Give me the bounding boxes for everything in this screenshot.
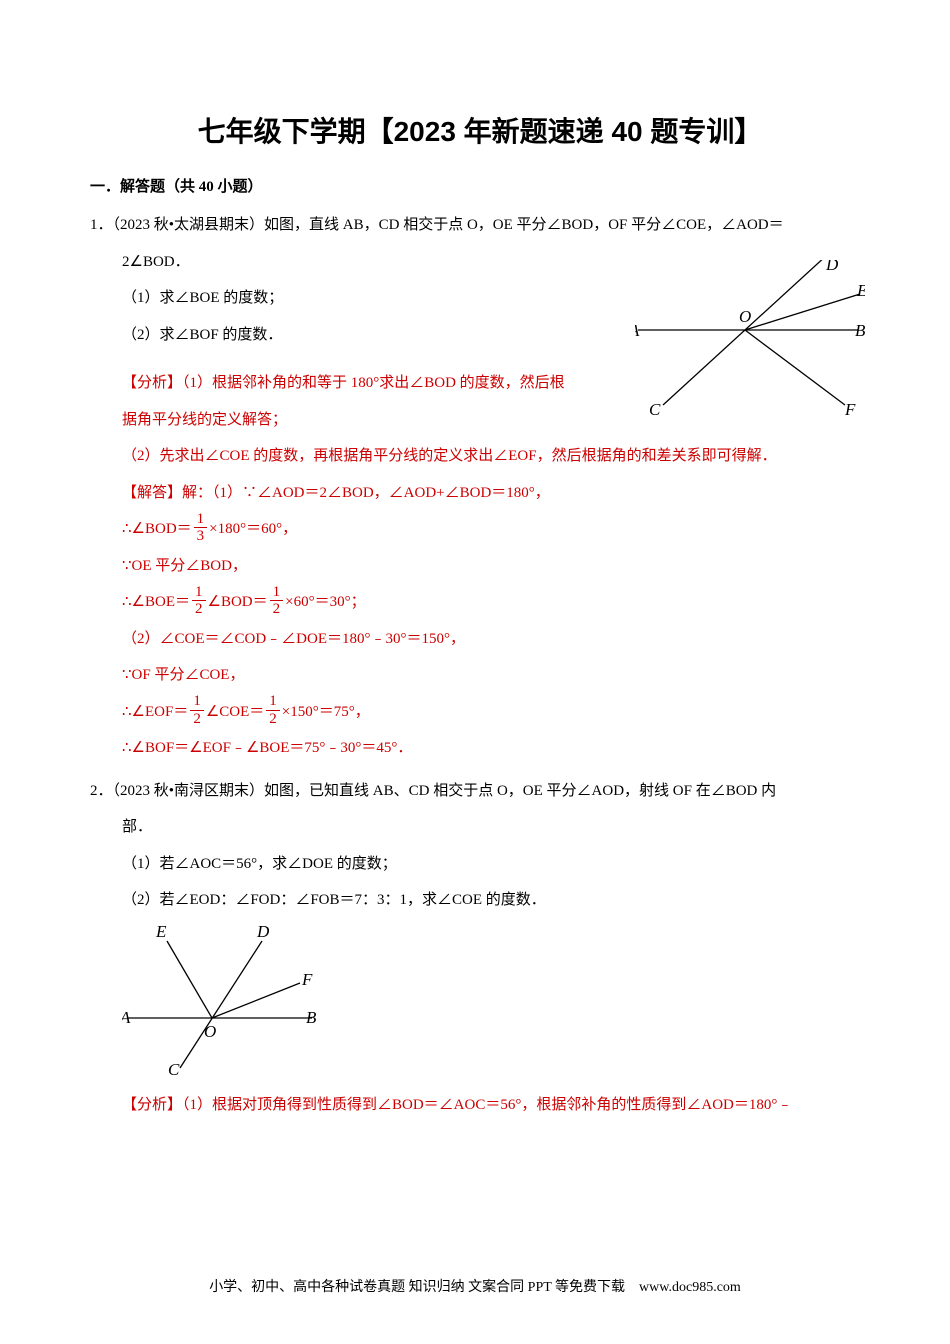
s3-mid: ∠BOD＝ <box>208 594 268 610</box>
analysis-text: （1）根据对顶角得到性质得到∠BOD＝∠AOC＝56°，根据邻补角的性质得到∠A… <box>182 1097 792 1113</box>
s4: （2）∠COE＝∠COD﹣∠DOE＝180°﹣30°＝150°， <box>90 622 870 657</box>
page-title: 七年级下学期【2023 年新题速递 40 题专训】 <box>90 110 870 150</box>
svg-text:C: C <box>649 400 661 419</box>
svg-text:E: E <box>856 281 865 300</box>
svg-text:O: O <box>204 1022 216 1041</box>
s2: ∵OE 平分∠BOD， <box>90 549 870 584</box>
diagram-2: A B C D E F O <box>122 923 322 1078</box>
problem-q1: （1）若∠AOC＝56°，求∠DOE 的度数； <box>90 847 870 882</box>
svg-text:O: O <box>739 307 751 326</box>
svg-text:A: A <box>635 321 640 340</box>
s6: ∴∠EOF＝ <box>122 704 188 720</box>
problem-number: 1． <box>90 217 113 233</box>
s5: ∵OF 平分∠COE， <box>90 658 870 693</box>
svg-text:C: C <box>168 1060 180 1078</box>
fraction: 12 <box>270 584 284 618</box>
analysis-label: 【分析】 <box>122 375 182 391</box>
svg-text:F: F <box>844 400 856 419</box>
problem-source: （2023 秋•太湖县期末） <box>113 217 265 233</box>
s3-tail: ×60°＝30°； <box>285 594 365 610</box>
svg-text:F: F <box>301 970 313 989</box>
s7: ∴∠BOF＝∠EOF﹣∠BOE＝75°﹣30°＝45°． <box>90 731 870 766</box>
problem-2: 2．（2023 秋•南浔区期末）如图，已知直线 AB、CD 相交于点 O，OE … <box>90 774 870 1123</box>
problem-q2: （2）若∠EOD：∠FOD：∠FOB＝7：3：1，求∠COE 的度数． <box>90 883 870 918</box>
analysis-2: （2）先求出∠COE 的度数，再根据角平分线的定义求出∠EOF，然后根据角的和差… <box>90 439 870 474</box>
solve-label: 【解答】 <box>122 485 182 501</box>
s3: ∴∠BOE＝ <box>122 594 190 610</box>
s1-tail: ×180°＝60°， <box>209 521 297 537</box>
svg-text:E: E <box>155 923 167 941</box>
svg-text:B: B <box>306 1008 317 1027</box>
problem-stem: 如图，已知直线 AB、CD 相交于点 O，OE 平分∠AOD，射线 OF 在∠B… <box>264 783 776 799</box>
problem-stem-2: 部． <box>90 810 870 845</box>
problem-number: 2． <box>90 783 113 799</box>
s1: ∴∠BOD＝ <box>122 521 192 537</box>
s6-mid: ∠COE＝ <box>206 704 264 720</box>
analysis-text: （1）根据邻补角的和等于 180°求出∠BOD 的度数，然后根 <box>182 375 565 391</box>
fraction: 12 <box>266 693 280 727</box>
problem-source: （2023 秋•南浔区期末） <box>113 783 265 799</box>
svg-text:A: A <box>122 1008 131 1027</box>
fraction: 12 <box>192 584 206 618</box>
section-header: 一．解答题（共 40 小题） <box>90 175 870 196</box>
page-footer: 小学、初中、高中各种试卷真题 知识归纳 文案合同 PPT 等免费下载 www.d… <box>0 1276 950 1296</box>
diagram-1: A B C D E F O <box>635 260 865 425</box>
solve-prefix: 解：（1）∵∠AOD＝2∠BOD，∠AOD+∠BOD＝180°， <box>182 485 550 501</box>
svg-text:D: D <box>256 923 270 941</box>
s6-tail: ×150°＝75°， <box>282 704 370 720</box>
svg-text:B: B <box>855 321 865 340</box>
fraction: 12 <box>190 693 204 727</box>
fraction: 13 <box>194 511 208 545</box>
analysis-label: 【分析】 <box>122 1097 182 1113</box>
svg-text:D: D <box>825 260 839 274</box>
problem-stem: 如图，直线 AB，CD 相交于点 O，OE 平分∠BOD，OF 平分∠COE，∠… <box>264 217 784 233</box>
